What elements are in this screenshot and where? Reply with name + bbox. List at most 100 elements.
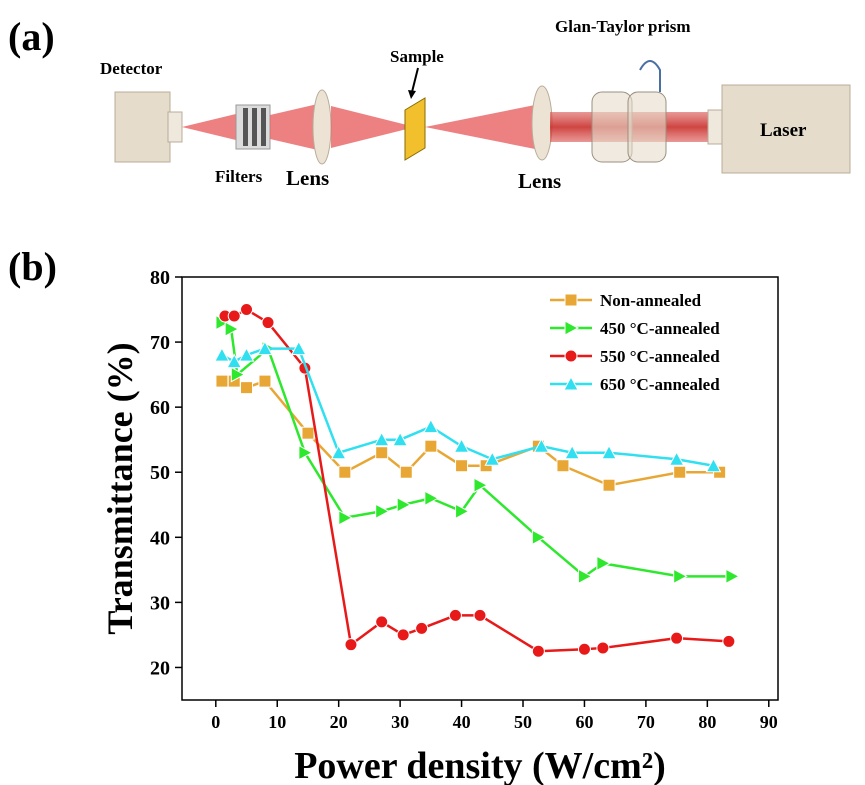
marker (301, 426, 315, 440)
x-tick-label: 0 (211, 712, 220, 732)
marker (375, 615, 389, 629)
rotation-arrow (639, 60, 661, 92)
marker (484, 451, 501, 466)
arrow (411, 67, 419, 93)
marker (602, 478, 616, 492)
beam (182, 113, 240, 141)
marker (392, 431, 408, 447)
marker (344, 638, 358, 652)
x-tick-label: 70 (637, 712, 655, 732)
laser (721, 84, 851, 174)
marker (564, 320, 580, 336)
y-tick-label: 80 (150, 267, 170, 289)
x-tick-label: 20 (330, 712, 348, 732)
marker (673, 465, 687, 479)
marker (257, 340, 273, 356)
marker (564, 349, 578, 363)
marker (423, 418, 439, 434)
marker (375, 503, 390, 520)
detector-window (167, 111, 183, 143)
plot-frame (181, 276, 779, 701)
x-axis-title: Power density (W/cm²) (294, 745, 666, 785)
x-tick-label: 60 (575, 712, 593, 732)
beam (270, 103, 322, 151)
filter (252, 108, 257, 146)
panel-label: (b) (8, 244, 57, 289)
marker (298, 444, 313, 461)
y-tick-label: 70 (150, 332, 170, 354)
marker (473, 608, 487, 622)
marker (373, 431, 390, 447)
marker (338, 509, 353, 526)
marker (564, 293, 578, 307)
marker (261, 316, 275, 330)
y-tick-label: 60 (150, 397, 170, 419)
marker (240, 303, 254, 317)
marker (240, 381, 254, 395)
marker (531, 644, 545, 658)
y-tick-label: 50 (150, 462, 170, 484)
marker (596, 555, 611, 572)
marker (330, 444, 347, 460)
marker (230, 366, 246, 383)
marker (455, 503, 470, 520)
marker (673, 568, 688, 585)
marker (725, 568, 740, 585)
marker (577, 568, 593, 585)
marker (577, 642, 591, 656)
diagram-label: Glan-Taylor prism (555, 17, 691, 36)
legend-label: 650 °C-annealed (600, 375, 720, 394)
marker (214, 347, 230, 362)
diagram-label: Sample (390, 47, 444, 66)
marker (563, 375, 579, 391)
marker (556, 459, 570, 473)
prism (591, 91, 633, 163)
marker (670, 631, 684, 645)
lens (531, 85, 553, 161)
chart: 0 10 20 30 40 50 60 70 80 90 20 30 40 50 60 70 80 Power d… (100, 267, 779, 785)
marker (722, 634, 736, 648)
x-tick-label: 40 (453, 712, 471, 732)
diagram-label: Laser (760, 120, 807, 141)
beam (425, 104, 540, 150)
y-tick-label: 20 (150, 657, 170, 679)
x-tick-label: 10 (268, 712, 286, 732)
marker (396, 628, 410, 642)
legend-label: 450 °C-annealed (600, 319, 720, 338)
marker (564, 444, 581, 460)
marker (399, 465, 413, 479)
prism (627, 91, 667, 163)
series-line (221, 347, 714, 467)
marker (473, 477, 489, 494)
marker (224, 321, 240, 337)
y-tick-label: 40 (150, 527, 170, 549)
legend-label: 550 °C-annealed (600, 347, 720, 366)
y-tick-label: 30 (150, 592, 170, 614)
diagram-label: Lens (286, 166, 329, 190)
marker (415, 621, 429, 635)
arrow-head (408, 90, 416, 99)
marker (396, 496, 412, 513)
marker (668, 451, 685, 466)
x-tick-label: 50 (514, 712, 532, 732)
marker (238, 347, 255, 362)
marker (424, 490, 439, 507)
marker (258, 374, 272, 388)
x-tick-label: 90 (760, 712, 778, 732)
marker (290, 340, 307, 356)
marker (531, 529, 547, 546)
marker (227, 309, 241, 323)
beam (331, 106, 415, 148)
legend-label: Non-annealed (600, 291, 702, 310)
marker (226, 353, 243, 369)
marker (424, 439, 438, 453)
diagram-label: Filters (215, 167, 263, 186)
series-line (221, 321, 732, 578)
marker (375, 446, 389, 460)
marker (448, 608, 462, 622)
marker (601, 444, 617, 460)
series-line (221, 379, 720, 487)
marker (455, 459, 469, 473)
sample (404, 97, 426, 161)
